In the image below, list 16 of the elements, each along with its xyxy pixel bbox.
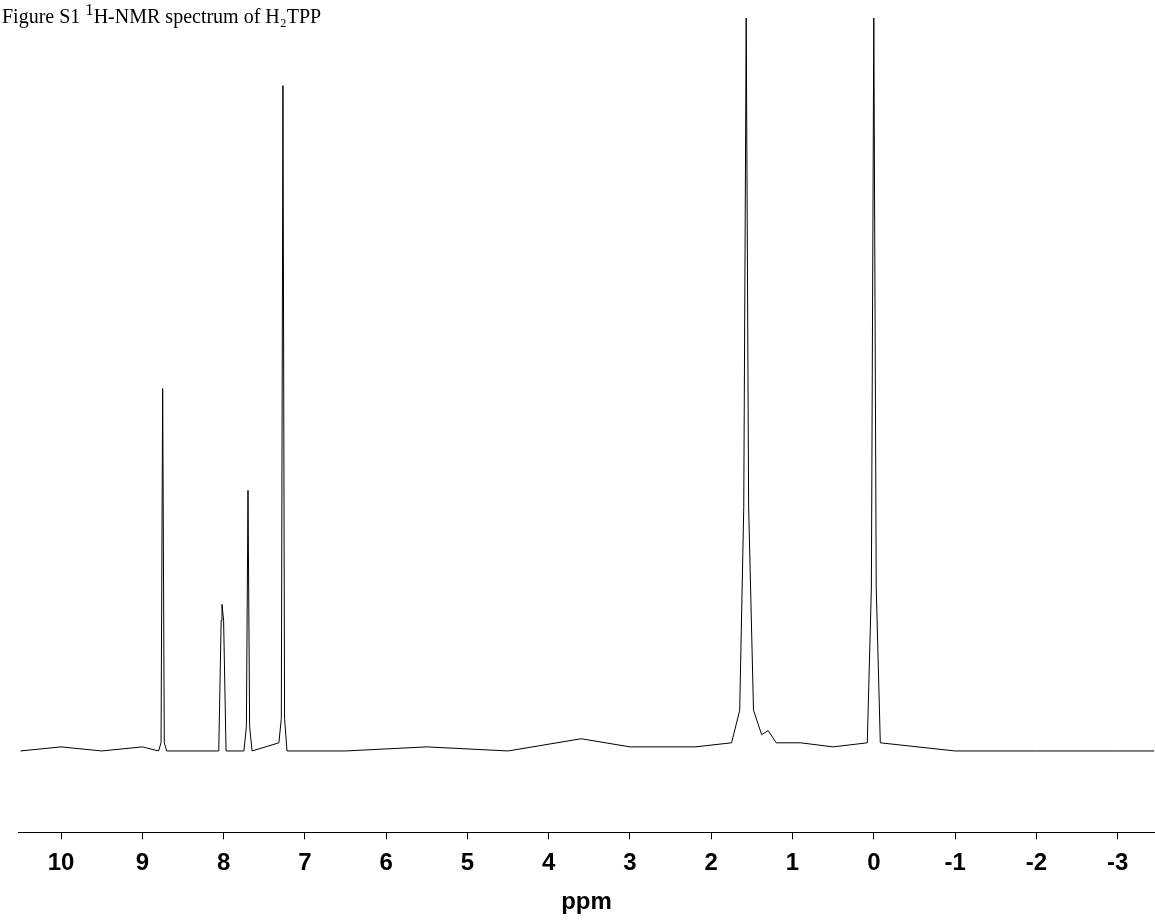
x-tick-label: -3 xyxy=(1106,848,1129,876)
x-tick-label: 3 xyxy=(623,848,637,876)
x-tick-label: 5 xyxy=(460,848,475,876)
x-axis-title: ppm xyxy=(561,887,612,915)
x-tick-label: 8 xyxy=(216,848,231,876)
chart-title: Figure S1 $^{1}$H-NMR spectrum of H₂TPP xyxy=(2,0,322,28)
x-tick-label: 2 xyxy=(704,848,718,876)
x-tick-label: 9 xyxy=(135,848,150,876)
x-tick-label: 4 xyxy=(542,848,557,876)
x-tick-label: 7 xyxy=(298,848,312,876)
x-tick-label: -2 xyxy=(1025,848,1048,876)
x-tick-label: 10 xyxy=(47,848,75,876)
x-tick-label: 1 xyxy=(785,848,800,876)
x-tick-label: -1 xyxy=(944,848,966,876)
x-tick-label: 6 xyxy=(379,848,393,876)
x-tick-label: 0 xyxy=(867,848,881,876)
